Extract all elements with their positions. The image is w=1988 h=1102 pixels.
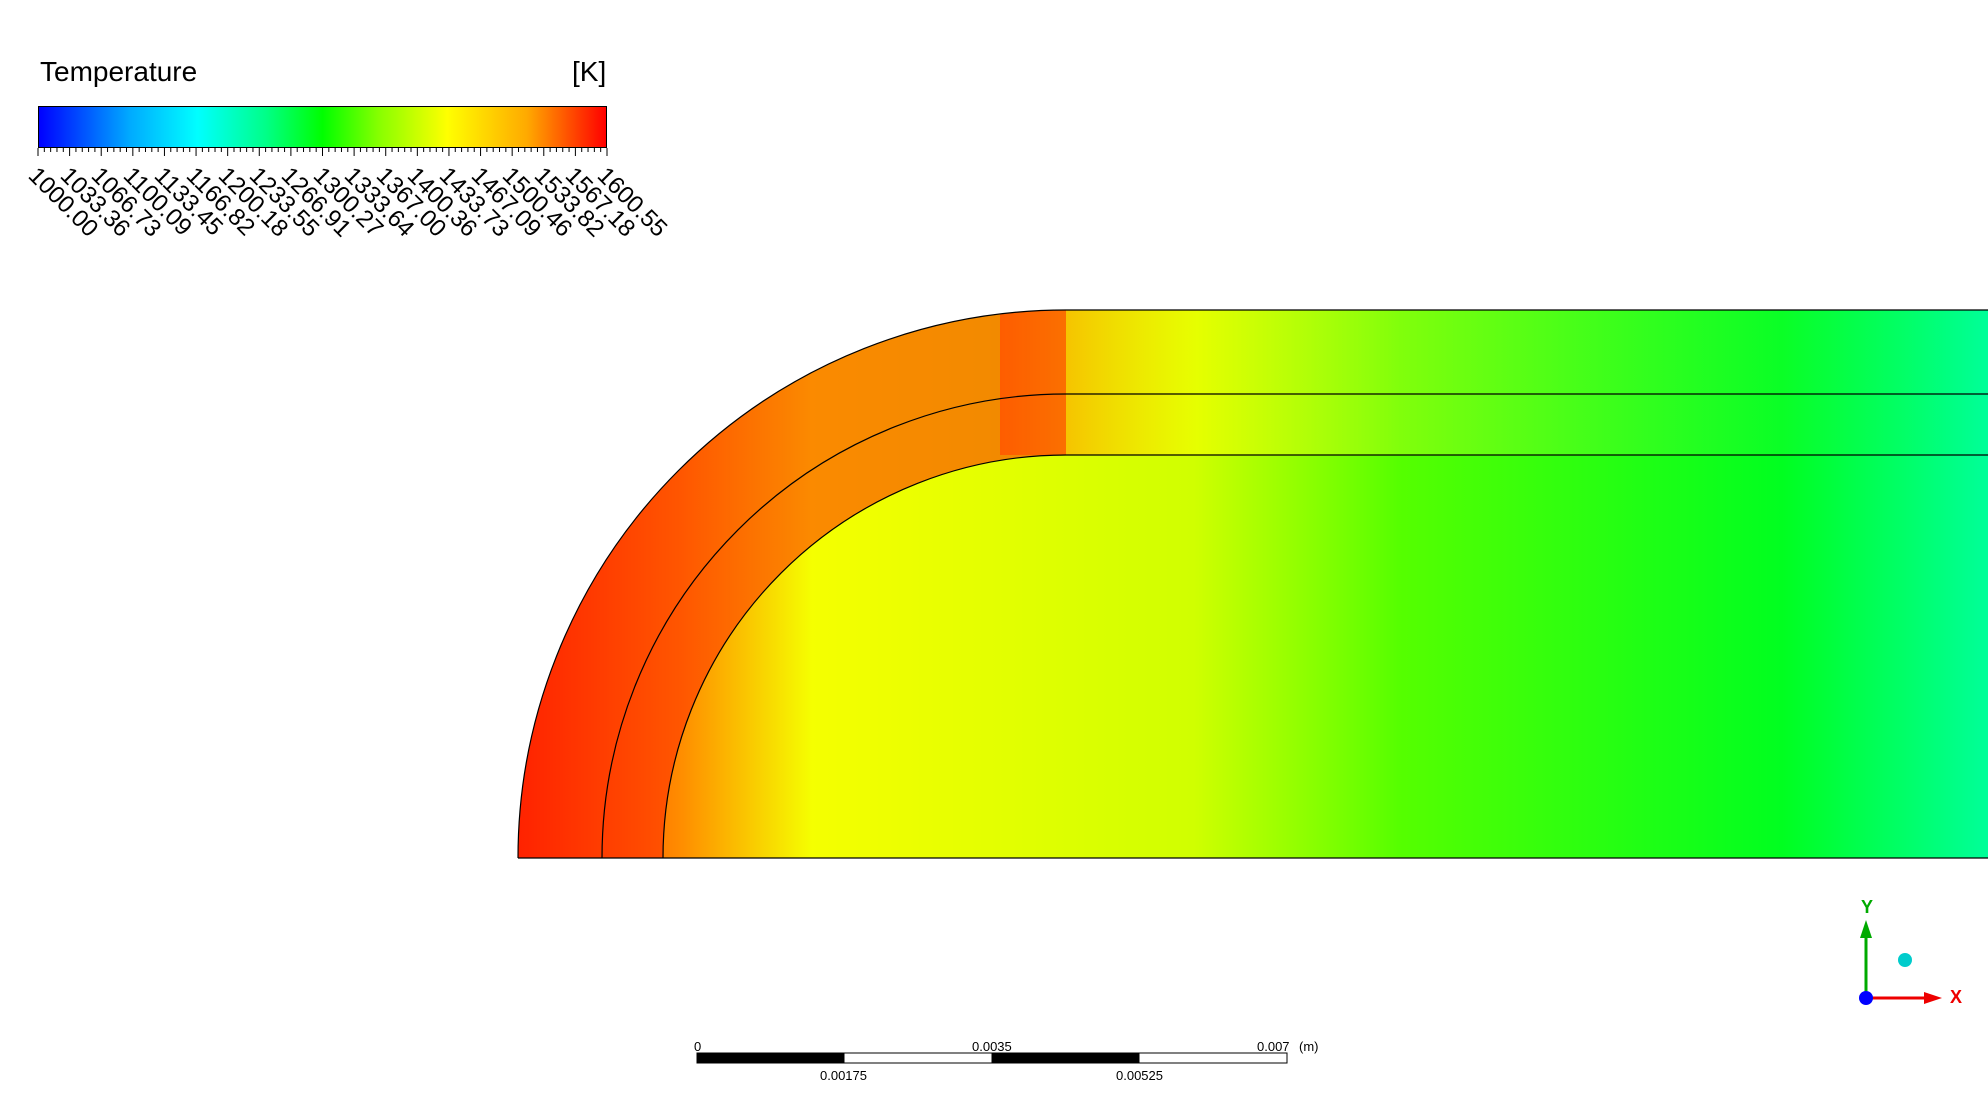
temperature-colorbar <box>38 106 607 148</box>
x-arrow-icon <box>1924 992 1942 1004</box>
z-axis-dot <box>1859 991 1873 1005</box>
y-axis-label: Y <box>1861 897 1874 917</box>
temperature-field <box>518 310 1988 858</box>
scale-label-mid: 0.0035 <box>972 1039 1012 1054</box>
legend-unit: [K] <box>572 56 607 87</box>
scale-label-q3: 0.00525 <box>1116 1068 1163 1083</box>
view-sphere-icon <box>1898 953 1912 967</box>
scale-label-0: 0 <box>694 1039 702 1054</box>
colorbar-ticks <box>37 148 608 156</box>
domain-boundaries <box>517 309 1988 859</box>
legend-title: Temperature <box>40 56 198 87</box>
x-axis-label: X <box>1950 987 1963 1007</box>
outer-boundary <box>517 309 1988 859</box>
middle-boundary <box>601 393 1988 859</box>
inner-boundary <box>662 454 1988 859</box>
scale-unit: (m) <box>1299 1039 1319 1054</box>
scale-label-max: 0.007 <box>1257 1039 1290 1054</box>
y-arrow-icon <box>1860 920 1872 938</box>
axis-triad <box>1859 920 1942 1005</box>
scale-label-q1: 0.00175 <box>820 1068 867 1083</box>
scale-bar <box>696 1052 1288 1064</box>
